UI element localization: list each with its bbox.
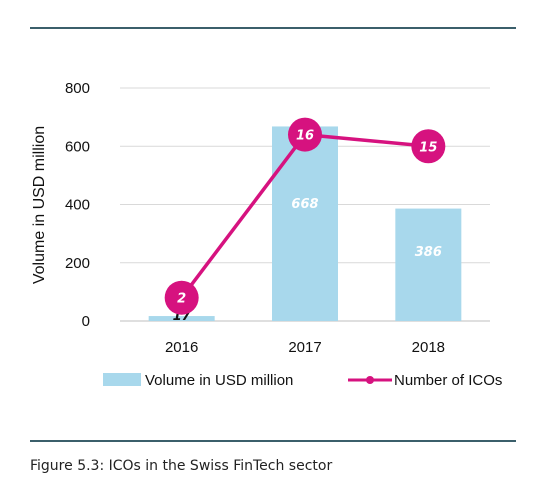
top-rule (30, 27, 516, 29)
x-tick-label: 2017 (288, 339, 321, 356)
figure-caption: Figure 5.3: ICOs in the Swiss FinTech se… (30, 458, 333, 474)
bottom-rule (30, 440, 516, 442)
y-axis-label: Volume in USD million (31, 126, 48, 284)
bar (395, 208, 462, 321)
y-axis-ticks: 0 200 400 600 800 (65, 80, 90, 330)
y-tick-label: 200 (65, 255, 90, 272)
legend: Volume in USD million Number of ICOs (103, 372, 502, 389)
ico-line: 2 16 15 (164, 117, 446, 315)
bar (148, 316, 215, 321)
legend-line-label: Number of ICOs (394, 372, 502, 389)
ico-point-label: 16 (296, 129, 314, 144)
x-axis-ticks: 2016 2017 2018 (165, 339, 445, 356)
ico-point (288, 117, 322, 152)
x-tick-label: 2016 (165, 339, 198, 356)
x-tick-label: 2018 (412, 339, 445, 356)
ico-point-label: 2 (177, 292, 186, 307)
legend-line-marker (366, 376, 374, 384)
ico-point-label: 15 (419, 140, 437, 155)
bar-value-label: 386 (415, 245, 442, 260)
y-tick-label: 600 (65, 138, 90, 155)
y-tick-label: 0 (82, 313, 90, 330)
ico-point (164, 280, 199, 315)
legend-bar-label: Volume in USD million (145, 372, 293, 389)
bar-value-label: 668 (291, 197, 318, 212)
ico-point (411, 129, 446, 164)
y-tick-label: 400 (65, 197, 90, 214)
legend-bar-swatch (103, 373, 141, 386)
y-tick-label: 800 (65, 80, 90, 97)
bar (272, 126, 338, 321)
